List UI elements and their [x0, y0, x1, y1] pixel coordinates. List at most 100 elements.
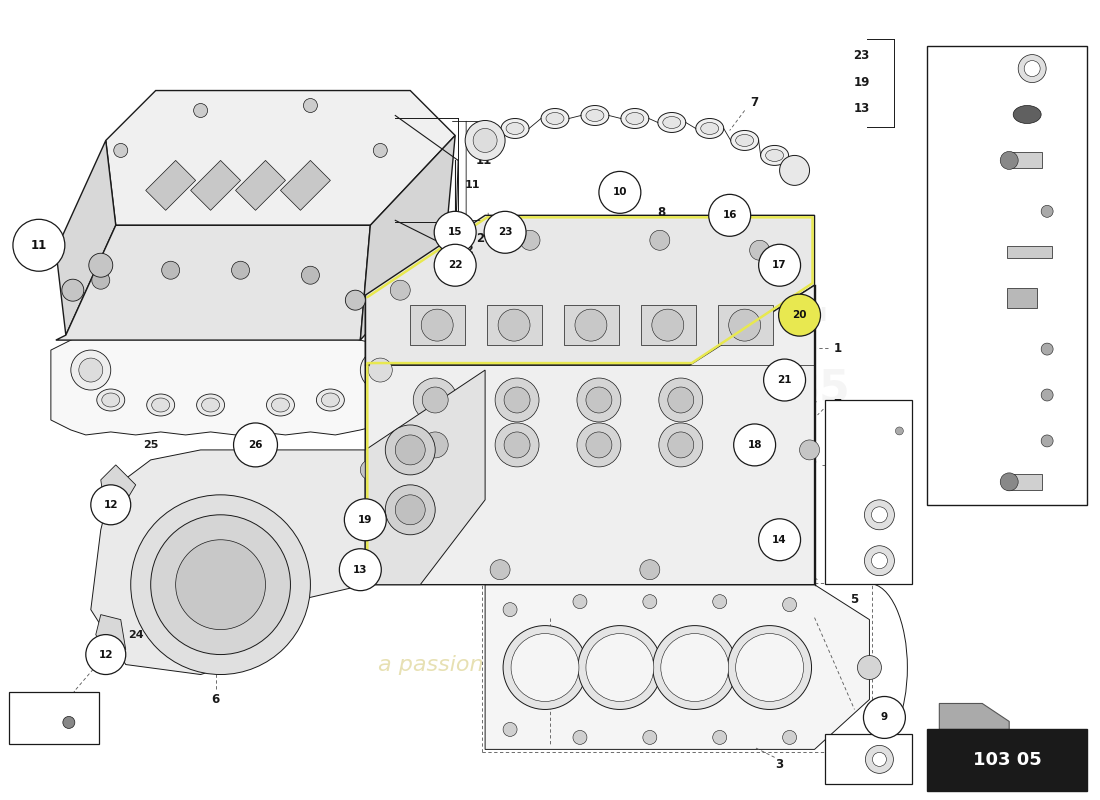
- Ellipse shape: [266, 394, 295, 416]
- Polygon shape: [365, 370, 485, 585]
- Text: 23: 23: [498, 227, 513, 238]
- Circle shape: [503, 626, 587, 710]
- Text: 21: 21: [835, 510, 850, 520]
- Polygon shape: [101, 465, 135, 515]
- Circle shape: [91, 271, 110, 289]
- Circle shape: [575, 309, 607, 341]
- Polygon shape: [56, 141, 116, 335]
- Circle shape: [131, 495, 310, 674]
- Polygon shape: [91, 450, 365, 674]
- Text: 19: 19: [835, 754, 850, 764]
- Circle shape: [503, 602, 517, 617]
- Circle shape: [113, 143, 128, 158]
- Circle shape: [640, 560, 660, 580]
- Text: 15: 15: [945, 202, 960, 211]
- Text: 24: 24: [128, 630, 143, 639]
- Bar: [825, 400, 912, 584]
- Polygon shape: [235, 161, 286, 210]
- Circle shape: [800, 440, 820, 460]
- Ellipse shape: [146, 394, 175, 416]
- Circle shape: [62, 279, 84, 301]
- Circle shape: [573, 730, 587, 745]
- Circle shape: [1041, 343, 1053, 355]
- Text: 7: 7: [834, 398, 842, 411]
- Text: 16: 16: [945, 155, 961, 166]
- Circle shape: [395, 435, 426, 465]
- Circle shape: [780, 155, 810, 186]
- Polygon shape: [361, 135, 455, 340]
- Circle shape: [708, 194, 750, 236]
- Bar: [1008, 246, 1052, 258]
- Circle shape: [504, 432, 530, 458]
- Circle shape: [578, 626, 662, 710]
- Circle shape: [713, 730, 727, 745]
- Circle shape: [858, 655, 881, 679]
- Circle shape: [871, 507, 888, 522]
- Circle shape: [361, 350, 400, 390]
- Bar: [1008, 153, 1042, 169]
- Ellipse shape: [1013, 106, 1041, 123]
- Text: 26: 26: [249, 440, 263, 450]
- Circle shape: [385, 485, 436, 534]
- Circle shape: [1041, 389, 1053, 401]
- Text: 8: 8: [658, 206, 666, 219]
- Circle shape: [194, 103, 208, 118]
- Polygon shape: [145, 161, 196, 210]
- Text: 19: 19: [359, 514, 373, 525]
- Circle shape: [866, 746, 893, 774]
- Circle shape: [434, 211, 476, 254]
- Polygon shape: [190, 161, 241, 210]
- Polygon shape: [280, 161, 330, 210]
- Ellipse shape: [152, 398, 169, 412]
- Ellipse shape: [760, 146, 789, 166]
- Circle shape: [373, 143, 387, 158]
- Circle shape: [782, 730, 796, 745]
- Text: 12: 12: [103, 500, 118, 510]
- Ellipse shape: [201, 398, 220, 412]
- Text: 85: 85: [789, 369, 850, 411]
- Text: 103 05: 103 05: [972, 751, 1042, 770]
- Circle shape: [864, 697, 905, 738]
- Ellipse shape: [97, 389, 124, 411]
- Text: 23: 23: [835, 418, 850, 428]
- Circle shape: [89, 254, 113, 278]
- Text: 22: 22: [835, 464, 850, 474]
- Circle shape: [361, 460, 381, 480]
- Circle shape: [642, 730, 657, 745]
- Circle shape: [345, 290, 365, 310]
- Text: 2: 2: [476, 232, 484, 245]
- Circle shape: [395, 495, 426, 525]
- Circle shape: [586, 387, 612, 413]
- Polygon shape: [365, 215, 814, 365]
- Circle shape: [414, 378, 458, 422]
- Circle shape: [652, 309, 684, 341]
- Circle shape: [573, 594, 587, 609]
- Ellipse shape: [581, 106, 609, 126]
- Circle shape: [385, 425, 436, 475]
- Ellipse shape: [586, 110, 604, 122]
- Circle shape: [421, 309, 453, 341]
- Polygon shape: [717, 305, 772, 345]
- Text: 20: 20: [792, 310, 806, 320]
- Circle shape: [668, 432, 694, 458]
- Circle shape: [728, 309, 760, 341]
- Circle shape: [586, 432, 612, 458]
- Polygon shape: [96, 614, 125, 654]
- Ellipse shape: [658, 113, 685, 133]
- Text: 20: 20: [835, 556, 850, 566]
- Ellipse shape: [546, 113, 564, 125]
- Text: 9: 9: [881, 713, 888, 722]
- Circle shape: [1041, 435, 1053, 447]
- Circle shape: [759, 518, 801, 561]
- Circle shape: [233, 423, 277, 467]
- Circle shape: [598, 171, 641, 214]
- Circle shape: [344, 499, 386, 541]
- Circle shape: [422, 387, 448, 413]
- Text: 19: 19: [854, 76, 870, 89]
- Circle shape: [734, 424, 776, 466]
- Text: 12: 12: [945, 339, 960, 349]
- Circle shape: [340, 549, 382, 590]
- Circle shape: [13, 219, 65, 271]
- Text: 9: 9: [945, 477, 954, 487]
- Circle shape: [750, 240, 770, 260]
